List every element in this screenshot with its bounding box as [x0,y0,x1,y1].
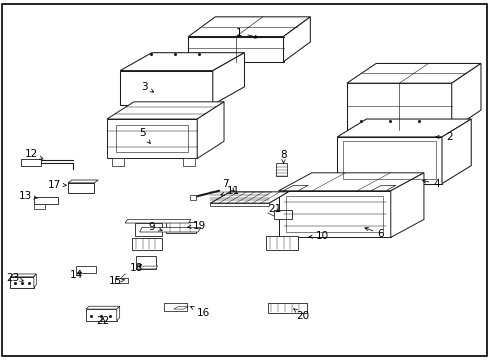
Polygon shape [136,266,158,269]
Text: 10: 10 [308,231,328,240]
Text: 21: 21 [267,204,281,215]
Polygon shape [267,303,306,313]
Polygon shape [166,222,195,233]
Polygon shape [34,204,44,210]
Polygon shape [140,227,200,232]
Text: 18: 18 [129,263,142,273]
Text: 15: 15 [108,276,124,286]
Polygon shape [76,266,96,273]
Text: 4: 4 [422,179,440,189]
Polygon shape [188,37,283,62]
Polygon shape [163,303,186,311]
Polygon shape [117,306,120,320]
Text: 17: 17 [48,180,66,190]
Polygon shape [210,192,288,203]
Polygon shape [197,102,224,158]
Polygon shape [336,137,441,184]
Text: 8: 8 [280,150,286,163]
Polygon shape [276,163,286,176]
Text: 13: 13 [19,191,37,201]
Polygon shape [278,191,390,237]
Polygon shape [182,158,194,166]
Polygon shape [173,306,188,309]
Polygon shape [120,71,212,105]
Polygon shape [10,277,34,288]
Polygon shape [336,119,470,137]
Polygon shape [21,159,41,166]
Polygon shape [370,185,395,191]
Polygon shape [132,238,161,250]
Polygon shape [390,173,423,237]
Text: 12: 12 [25,149,43,159]
Polygon shape [346,83,451,130]
Polygon shape [346,63,480,83]
Polygon shape [107,119,197,158]
Polygon shape [86,309,117,320]
Text: 20: 20 [293,309,309,320]
Polygon shape [283,185,307,191]
Polygon shape [189,195,195,200]
Text: 19: 19 [187,221,206,231]
Text: 9: 9 [148,222,162,231]
Text: 6: 6 [364,228,384,239]
Polygon shape [273,211,292,220]
Polygon shape [451,63,480,130]
Polygon shape [136,256,156,269]
Text: 5: 5 [139,129,150,144]
Polygon shape [112,158,124,166]
Polygon shape [68,180,98,183]
Polygon shape [283,17,310,62]
Text: 16: 16 [190,307,209,318]
Polygon shape [266,235,298,250]
Polygon shape [68,183,94,193]
Text: 11: 11 [221,186,240,197]
Polygon shape [115,278,128,283]
Polygon shape [107,102,224,119]
Text: 14: 14 [69,270,83,280]
Text: 3: 3 [141,82,153,92]
Polygon shape [125,220,190,223]
Polygon shape [10,274,36,277]
Text: 23: 23 [6,273,23,283]
Polygon shape [86,306,120,309]
Polygon shape [441,119,470,184]
Polygon shape [135,223,161,235]
Polygon shape [116,126,188,152]
Text: 2: 2 [435,132,452,142]
Polygon shape [120,53,244,71]
Polygon shape [188,17,310,37]
Text: 7: 7 [221,179,234,191]
Polygon shape [34,197,58,204]
Polygon shape [210,203,268,206]
Polygon shape [278,173,423,191]
Polygon shape [34,274,36,288]
Polygon shape [212,53,244,105]
Text: 22: 22 [96,316,109,325]
Text: 1: 1 [236,28,258,38]
